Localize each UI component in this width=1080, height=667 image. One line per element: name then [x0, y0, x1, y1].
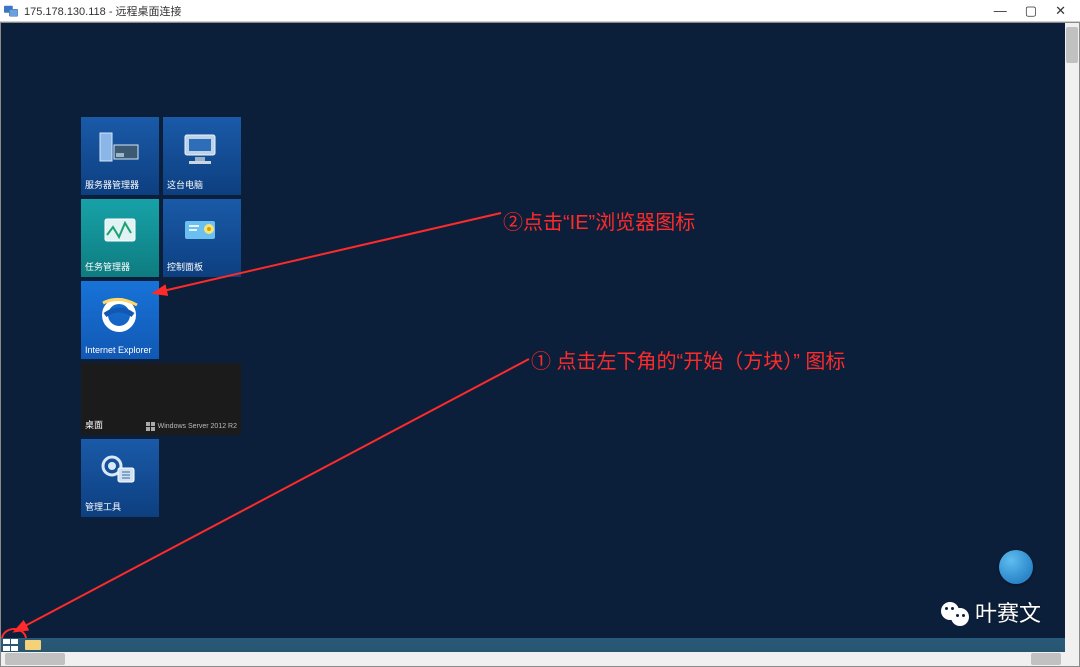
taskbar-explorer-icon[interactable]: [25, 640, 41, 650]
close-button[interactable]: ✕: [1055, 3, 1066, 19]
rdp-icon: [4, 4, 18, 18]
watermark-text: 叶赛文: [975, 596, 1041, 628]
server-manager-icon: [81, 125, 159, 177]
tile-label: 这台电脑: [167, 178, 237, 191]
tile-task-manager[interactable]: 任务管理器: [81, 199, 159, 277]
tile-server-manager[interactable]: 服务器管理器: [81, 117, 159, 195]
scroll-corner: [1065, 652, 1079, 666]
watermark: 叶赛文: [941, 596, 1041, 628]
annotation-start-hint: ① 点击左下角的“开始（方块）” 图标: [531, 345, 845, 374]
tile-admin-tools[interactable]: 管理工具: [81, 439, 159, 517]
rdp-titlebar: 175.178.130.118 - 远程桌面连接 — ▢ ✕: [0, 0, 1080, 22]
window-title: 175.178.130.118 - 远程桌面连接: [24, 3, 182, 19]
taskbar: [1, 638, 1065, 652]
tile-label: Internet Explorer: [85, 345, 155, 355]
remote-desktop: 服务器管理器 这台电脑: [1, 23, 1065, 652]
start-button[interactable]: [3, 639, 21, 651]
control-panel-icon: [163, 207, 241, 259]
wechat-icon: [941, 598, 969, 626]
admin-tools-icon: [81, 447, 159, 499]
tile-control-panel[interactable]: 控制面板: [163, 199, 241, 277]
annotation-ie-hint: ②点击“IE”浏览器图标: [503, 206, 695, 235]
vertical-scrollbar[interactable]: [1065, 23, 1079, 652]
maximize-button[interactable]: ▢: [1025, 3, 1037, 19]
tile-label: 任务管理器: [85, 260, 155, 273]
windows-flag-icon: [146, 422, 155, 431]
start-menu: 服务器管理器 这台电脑: [81, 117, 381, 521]
rdp-frame: 服务器管理器 这台电脑: [0, 22, 1080, 667]
tile-label: 服务器管理器: [85, 178, 155, 191]
tile-desktop[interactable]: 桌面 Windows Server 2012 R2: [81, 363, 241, 435]
tile-label: 控制面板: [167, 260, 237, 273]
minimize-button[interactable]: —: [994, 3, 1007, 19]
this-pc-icon: [163, 125, 241, 177]
horizontal-scrollbar[interactable]: [1, 652, 1065, 666]
tile-label: 管理工具: [85, 500, 155, 513]
tile-this-pc[interactable]: 这台电脑: [163, 117, 241, 195]
task-manager-icon: [81, 207, 159, 259]
tile-internet-explorer[interactable]: Internet Explorer: [81, 281, 159, 359]
tile-label: 桌面: [85, 418, 103, 431]
ie-icon: [81, 289, 159, 341]
floating-bubble-icon[interactable]: [999, 550, 1033, 584]
server-version-label: Windows Server 2012 R2: [146, 422, 237, 431]
